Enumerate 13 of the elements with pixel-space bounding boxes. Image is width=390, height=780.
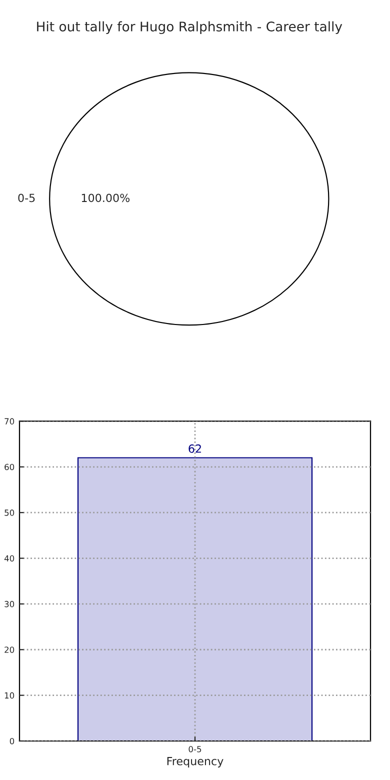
y-tick-label: 0 <box>10 738 14 744</box>
y-tick-label: 50 <box>4 510 14 516</box>
data-label: 62 <box>188 444 201 453</box>
y-tick-label: 40 <box>4 555 14 562</box>
chart-title: Hit out tally for Hugo Ralphsmith - Career tally <box>37 21 342 34</box>
y-tick-label: 70 <box>4 418 14 424</box>
data-label: 100.00% <box>82 194 130 202</box>
y-tick-label: 10 <box>4 692 14 699</box>
y-tick-label: 30 <box>4 600 14 608</box>
x-axis-title: Frequency <box>167 757 224 768</box>
y-tick-label: 20 <box>4 646 14 653</box>
y-tick-label: 60 <box>4 464 14 470</box>
slice-label: 0-5 <box>18 194 35 202</box>
